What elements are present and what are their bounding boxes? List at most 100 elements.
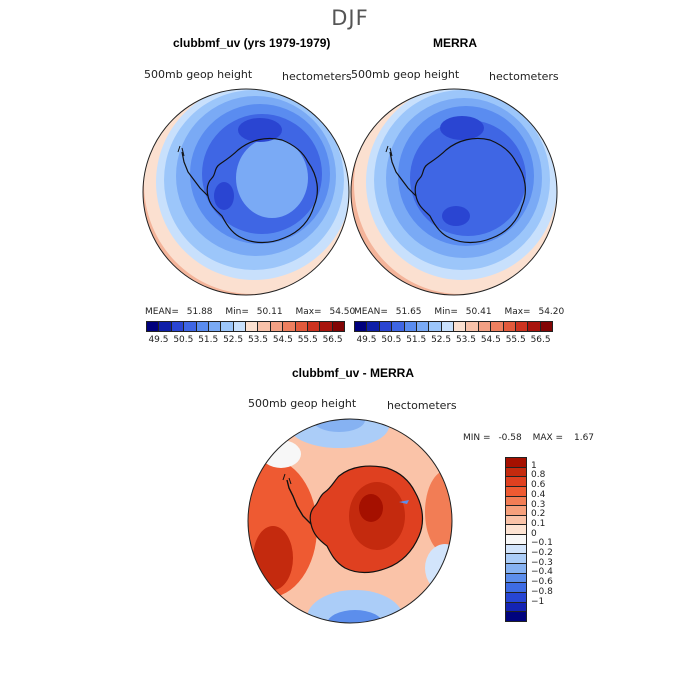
colorbar-swatch — [392, 322, 405, 331]
model-contour-band — [236, 138, 308, 218]
colorbar-tick-label: 50.5 — [173, 335, 194, 345]
colorbar-swatch — [466, 322, 479, 331]
obs-peninsula-coastline — [389, 151, 417, 197]
diff-contour-negative — [399, 500, 409, 504]
colorbar-swatch — [441, 322, 454, 331]
colorbar-tick-label: −1 — [531, 596, 545, 607]
colorbar-swatch — [367, 322, 380, 331]
model-variable-label: 500mb geop height — [144, 68, 253, 81]
diff-contour-strong-positive — [359, 494, 383, 522]
diff-max-label: MAX = — [532, 433, 564, 443]
obs-variable-label: 500mb geop height — [351, 68, 460, 81]
diff-peninsula-coastline — [286, 479, 312, 525]
colorbar-tick-label: 53.5 — [247, 335, 268, 345]
obs-colorbar-ticks: 49.5 50.5 51.5 52.5 53.5 54.5 55.5 56.5 — [354, 335, 553, 347]
diff-panel-title: clubbmf_uv - MERRA — [292, 366, 415, 380]
model-mean-value: 51.88 — [186, 307, 213, 317]
colorbar-tick-label: 49.5 — [148, 335, 169, 345]
colorbar-swatch — [332, 322, 344, 331]
colorbar-swatch — [208, 322, 222, 331]
colorbar-swatch — [171, 322, 185, 331]
colorbar-tick-label: 0 — [531, 528, 537, 539]
obs-contour-band — [410, 120, 526, 236]
colorbar-tick-label: −0.3 — [531, 557, 553, 568]
diff-max-value: 1.67 — [573, 433, 595, 443]
diff-variable-label: 500mb geop height — [248, 397, 357, 410]
colorbar-swatch — [506, 458, 526, 468]
colorbar-tick-label: 51.5 — [198, 335, 219, 345]
colorbar-tick-label: −0.8 — [531, 586, 553, 597]
colorbar-tick-label: 50.5 — [381, 335, 402, 345]
obs-contour-low — [442, 206, 470, 226]
colorbar-tick-label: −0.4 — [531, 567, 553, 578]
colorbar-tick-label: 0.4 — [531, 489, 546, 500]
colorbar-swatch — [258, 322, 271, 331]
colorbar-swatch — [196, 322, 209, 331]
model-colorbar-ticks: 49.5 50.5 51.5 52.5 53.5 54.5 55.5 56.5 — [146, 335, 345, 347]
colorbar-tick-label: 54.5 — [480, 335, 501, 345]
colorbar-swatch — [506, 467, 526, 478]
colorbar-swatch — [379, 322, 393, 331]
model-units-label: hectometers — [282, 70, 352, 83]
colorbar-swatch — [307, 322, 321, 331]
diff-min-value: -0.58 — [498, 433, 522, 443]
obs-polar-map — [350, 88, 558, 296]
colorbar-swatch — [416, 322, 430, 331]
obs-min-value: 50.41 — [465, 307, 492, 317]
colorbar-swatch — [506, 496, 526, 507]
obs-min-label: Min= — [434, 307, 458, 317]
diff-contour-strong-positive — [253, 526, 293, 590]
obs-peninsula-tip — [385, 145, 393, 157]
colorbar-swatch — [506, 486, 526, 497]
obs-contour-low — [440, 116, 484, 140]
model-max-value: 54.50 — [329, 307, 356, 317]
colorbar-swatch — [295, 322, 308, 331]
colorbar-tick-label: 0.2 — [531, 509, 546, 520]
model-mean-label: MEAN= — [145, 307, 179, 317]
colorbar-tick-label: −0.2 — [531, 548, 553, 559]
colorbar-swatch — [506, 583, 526, 593]
diff-polar-map — [247, 418, 453, 624]
colorbar-tick-label: 55.5 — [505, 335, 526, 345]
model-polar-map — [142, 88, 350, 296]
colorbar-tick-label: 56.5 — [322, 335, 343, 345]
colorbar-swatch — [233, 322, 246, 331]
colorbar-swatch — [147, 322, 160, 331]
colorbar-tick-label: 53.5 — [455, 335, 476, 345]
colorbar-swatch — [270, 322, 284, 331]
colorbar-swatch — [478, 322, 492, 331]
colorbar-swatch — [506, 602, 526, 613]
colorbar-swatch — [491, 322, 504, 331]
colorbar-tick-label: 56.5 — [530, 335, 551, 345]
colorbar-swatch — [506, 554, 526, 565]
colorbar-tick-label: 52.5 — [223, 335, 244, 345]
colorbar-tick-label: −0.1 — [531, 538, 553, 549]
colorbar-tick-label: 0.6 — [531, 480, 546, 491]
diff-stats-line: MIN = -0.58 MAX = 1.67 — [463, 433, 594, 443]
obs-max-value: 54.20 — [538, 307, 565, 317]
colorbar-swatch — [506, 525, 526, 536]
obs-mean-value: 51.65 — [395, 307, 422, 317]
obs-stats-line: MEAN= 51.65 Min= 50.41 Max= 54.20 — [354, 307, 564, 317]
colorbar-swatch — [221, 322, 234, 331]
diff-min-label: MIN = — [463, 433, 491, 443]
colorbar-swatch — [355, 322, 368, 331]
colorbar-swatch — [506, 564, 526, 574]
colorbar-tick-label: 54.5 — [272, 335, 293, 345]
model-peninsula-coastline — [181, 151, 209, 197]
obs-max-label: Max= — [504, 307, 531, 317]
obs-map-border — [350, 88, 558, 296]
diff-contour-negative — [327, 610, 383, 623]
diff-contour-positive — [425, 470, 452, 554]
colorbar-swatch — [506, 506, 526, 516]
colorbar-swatch — [429, 322, 442, 331]
obs-panel-title: MERRA — [433, 36, 477, 50]
colorbar-swatch — [506, 612, 526, 621]
colorbar-tick-label: 0.1 — [531, 518, 546, 529]
colorbar-swatch — [283, 322, 296, 331]
colorbar-swatch — [528, 322, 541, 331]
model-stats-line: MEAN= 51.88 Min= 50.11 Max= 54.50 — [145, 307, 355, 317]
colorbar-tick-label: 0.3 — [531, 499, 546, 510]
colorbar-swatch — [506, 477, 526, 487]
season-title: DJF — [331, 6, 369, 30]
